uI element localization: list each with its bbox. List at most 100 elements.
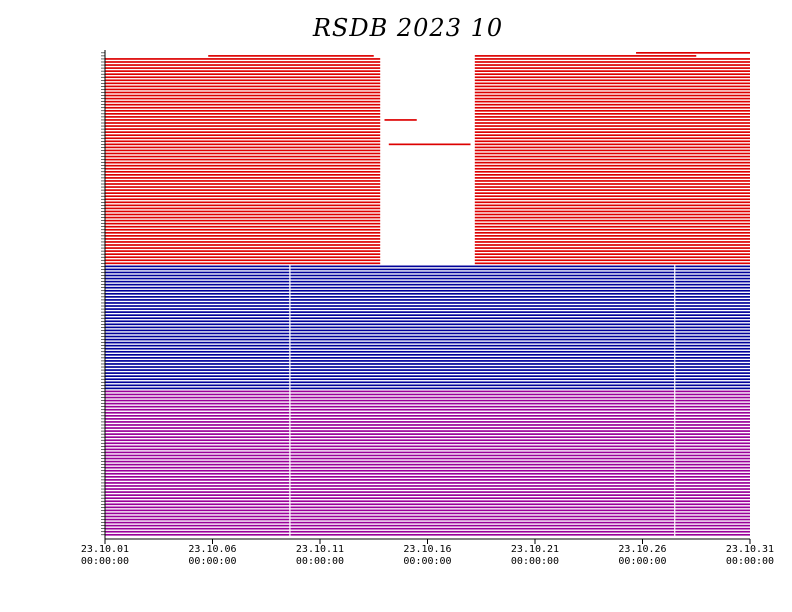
availability-bar [474,189,750,191]
availability-bar [474,88,750,91]
availability-bar [474,67,750,69]
availability-bar [105,73,381,76]
availability-bar [105,152,381,155]
availability-bar [105,64,381,66]
availability-bar [474,225,750,228]
availability-bar [105,518,750,521]
availability-bar [105,256,381,259]
availability-bar [105,414,750,417]
availability-bar [105,67,381,69]
availability-bar [474,219,750,222]
availability-bar [474,231,750,234]
availability-bar [105,369,750,371]
availability-bar [105,430,750,432]
availability-bar [474,131,750,133]
availability-bar [105,183,381,185]
availability-bar [474,250,750,252]
availability-bar [105,381,750,384]
availability-bar [105,408,750,411]
availability-bar [474,259,750,262]
availability-bar [474,192,750,194]
availability-bar [105,137,381,140]
x-tick-label-time: 00:00:00 [511,556,559,567]
availability-bar [105,515,750,518]
availability-bar [105,463,750,466]
x-tick-label-time: 00:00:00 [81,556,129,567]
availability-bar [105,344,750,347]
availability-bar [105,457,750,460]
availability-bar [105,341,750,344]
availability-bar [474,183,750,185]
availability-bar [105,85,381,88]
availability-bar [105,253,381,255]
availability-bar [105,143,381,146]
availability-bar [105,305,750,307]
availability-bar [105,106,381,109]
availability-bar [105,445,750,448]
availability-bar [388,143,471,146]
availability-bar [105,189,381,191]
availability-bar [105,347,750,350]
availability-bar [105,411,750,414]
availability-bar [474,119,750,121]
availability-bar [474,143,750,146]
x-tick-label-time: 00:00:00 [726,556,774,567]
availability-bar [105,119,381,121]
availability-bar [105,482,750,484]
availability-bar [105,317,750,320]
availability-bar [105,219,381,222]
x-axis-ticks: 23.10.0100:00:0023.10.0600:00:0023.10.11… [81,539,774,567]
availability-bar [105,475,750,478]
availability-bar [105,329,750,332]
availability-bar [474,177,750,179]
availability-bar [105,442,750,445]
availability-bar [474,201,750,204]
availability-bar [105,79,381,82]
availability-bar [105,103,381,106]
availability-bar [474,79,750,82]
availability-bar [105,58,381,60]
availability-bar [105,76,381,79]
availability-bar [105,122,381,124]
availability-bar [105,116,381,118]
availability-bar [105,186,381,188]
availability-bar [474,161,750,164]
availability-bar [474,55,697,57]
availability-bar [474,244,750,246]
availability-bar [105,91,381,94]
availability-bar [105,140,381,143]
availability-bar [105,472,750,475]
availability-bar [105,82,381,85]
availability-bar [105,213,381,216]
availability-bar [474,198,750,201]
availability-bar [384,119,417,121]
availability-bar [105,360,750,362]
availability-bar [105,250,381,252]
availability-bar [105,286,750,289]
availability-bar [105,216,381,219]
availability-bar [105,530,750,533]
availability-bar [474,58,750,60]
availability-bar [105,506,750,509]
availability-bar [105,167,381,170]
availability-bar [474,238,750,240]
availability-bar [105,491,750,493]
availability-bar [474,247,750,249]
availability-bar [474,241,750,243]
x-tick-label-date: 23.10.06 [188,544,236,555]
availability-bar [105,402,750,405]
availability-bar [105,390,750,393]
availability-bar [105,439,750,442]
availability-bar [474,94,750,97]
availability-bar [474,222,750,225]
x-tick-label-time: 00:00:00 [618,556,666,567]
x-tick-label-date: 23.10.01 [81,544,129,555]
availability-bar [105,387,750,390]
availability-bar [474,195,750,198]
availability-bar [105,97,381,100]
availability-bar [105,384,750,387]
availability-bar [474,228,750,231]
availability-bar [474,64,750,66]
availability-bar [474,152,750,155]
availability-bar [474,109,750,112]
